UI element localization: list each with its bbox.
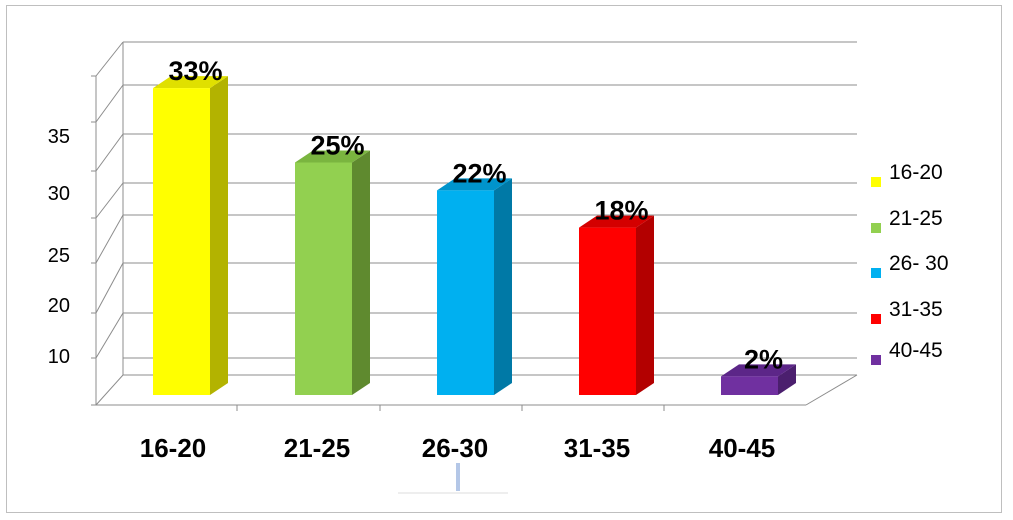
data-label: 18% — [594, 196, 648, 226]
side-wall-line — [95, 182, 124, 219]
legend-item: 21-25 — [871, 207, 943, 233]
y-axis-ticks: 10 20 25 30 35 — [48, 126, 70, 368]
legend-item: 16-20 — [871, 161, 943, 187]
bar-top — [153, 76, 228, 89]
legend-item: 26- 30 — [871, 252, 949, 278]
legend-label: 16-20 — [889, 161, 943, 184]
bar-16-20 — [153, 76, 228, 395]
side-wall-line — [95, 41, 124, 77]
bars — [153, 76, 796, 395]
bar-side — [636, 215, 654, 395]
side-wall-line — [95, 84, 124, 123]
bar-front — [579, 227, 636, 395]
legend-label: 21-25 — [889, 207, 943, 230]
side-wall-line — [95, 312, 124, 359]
legend-swatch — [871, 355, 881, 365]
bar-front — [295, 162, 352, 395]
bar-top — [579, 215, 654, 228]
x-category-label: 26-30 — [422, 433, 489, 463]
y-tick-label: 10 — [48, 346, 70, 368]
y-tick-label: 35 — [48, 126, 70, 148]
bar-40-45 — [721, 364, 796, 395]
bar-side — [210, 76, 228, 395]
data-label: 25% — [310, 131, 364, 161]
bar-top — [295, 150, 370, 163]
data-label: 2% — [744, 344, 783, 374]
data-label: 33% — [168, 56, 222, 86]
legend-label: 40-45 — [889, 339, 943, 362]
legend-swatch — [871, 314, 881, 324]
legend-item: 40-45 — [871, 339, 943, 365]
legend-label: 26- 30 — [889, 252, 949, 275]
x-axis-labels: 16-20 21-25 26-30 31-35 40-45 — [140, 433, 776, 463]
bar-top — [721, 364, 796, 377]
side-wall-line — [95, 214, 124, 264]
data-label: 22% — [452, 158, 506, 188]
y-tick-label: 20 — [48, 295, 70, 317]
bar-26-30 — [437, 178, 512, 395]
bar-31-35 — [579, 215, 654, 395]
bar-21-25 — [295, 150, 370, 395]
floor-left-edge — [95, 374, 124, 406]
x-category-label: 21-25 — [284, 433, 351, 463]
data-labels: 33% 25% 22% 18% 2% — [168, 56, 783, 374]
bar-side — [494, 178, 512, 395]
bar-side — [352, 150, 370, 395]
legend: 16-20 21-25 26- 30 31-35 40-45 — [871, 161, 949, 365]
legend-label: 31-35 — [889, 298, 943, 321]
bar-front — [721, 376, 778, 395]
y-tick-label: 25 — [48, 245, 70, 267]
bar-side — [778, 364, 796, 395]
legend-swatch — [871, 223, 881, 233]
x-category-label: 31-35 — [564, 433, 631, 463]
legend-swatch — [871, 268, 881, 278]
floor-right-edge — [805, 374, 858, 406]
bar-front — [437, 190, 494, 395]
side-wall-line — [95, 133, 124, 172]
bar-front — [153, 88, 210, 395]
decorative-marker — [456, 463, 460, 491]
x-category-label: 40-45 — [709, 433, 776, 463]
bar-top — [437, 178, 512, 191]
y-tick-label: 30 — [48, 183, 70, 205]
legend-item: 31-35 — [871, 298, 943, 324]
legend-swatch — [871, 177, 881, 187]
side-wall-line — [95, 262, 124, 314]
x-category-label: 16-20 — [140, 433, 207, 463]
